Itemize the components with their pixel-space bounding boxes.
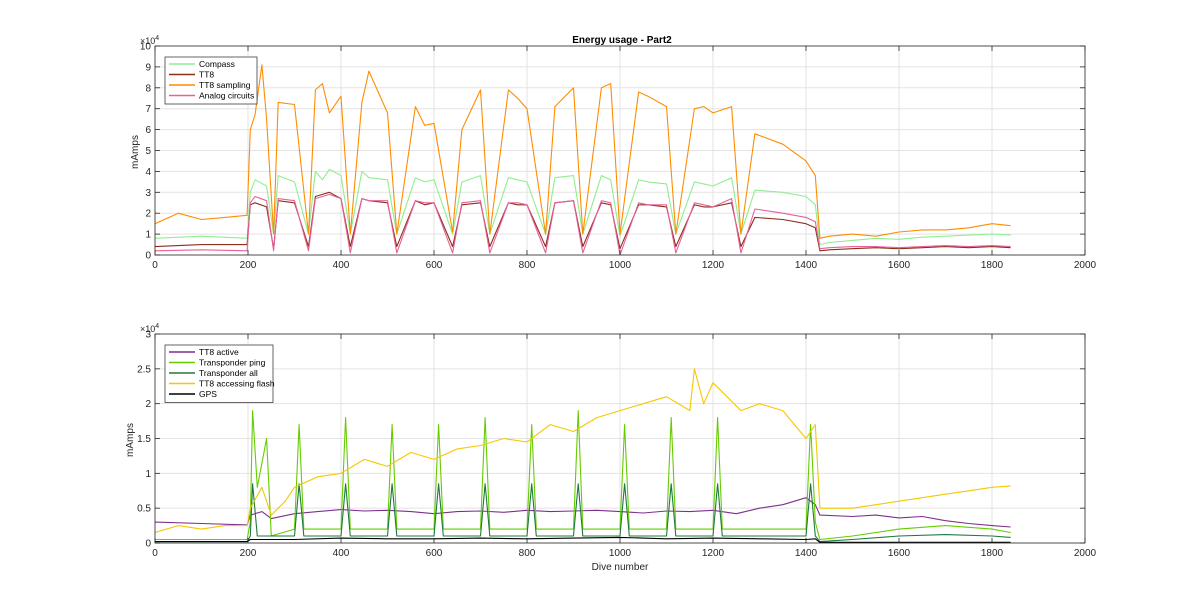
top-x-tick-label: 400 [333, 260, 350, 271]
axes-top-exponent: ×104 [140, 35, 159, 46]
bottom-x-tick-label: 1800 [981, 548, 1004, 559]
bottom-x-tick-label: 800 [519, 548, 536, 559]
bottom-y-tick-label: 3 [145, 330, 151, 341]
top-x-tick-label: 2000 [1074, 260, 1097, 271]
bottom-x-tick-label: 0 [152, 548, 158, 559]
axes-bottom-ylabel: mAmps [125, 423, 136, 457]
bottom-y-tick-label: 2 [145, 399, 151, 410]
bottom-x-tick-label: 1400 [795, 548, 818, 559]
bottom-x-tick-label: 200 [240, 548, 257, 559]
top-y-tick-label: 5 [145, 146, 151, 157]
top-y-tick-label: 2 [145, 209, 151, 220]
top-legend-label: Analog circuits [199, 91, 254, 101]
top-legend-label: Compass [199, 59, 235, 69]
bottom-y-tick-label: 0.5 [137, 504, 151, 515]
top-legend-label: TT8 sampling [199, 80, 251, 90]
bottom-x-tick-label: 1000 [609, 548, 632, 559]
axes-top: Energy usage - Part2 ×104 mAmps 0 200 400 6… [130, 35, 1097, 271]
top-y-tick-label: 0 [145, 251, 151, 262]
bottom-y-tick-label: 0 [145, 539, 151, 550]
bottom-legend-label: Transponder all [199, 368, 258, 378]
top-x-tick-label: 1200 [702, 260, 725, 271]
axes-top-ylabel: mAmps [130, 135, 141, 169]
top-y-tick-label: 8 [145, 83, 151, 94]
axes-bottom-xlabel: Dive number [592, 562, 649, 573]
bottom-y-tick-label: 1.5 [137, 434, 151, 445]
bottom-x-tick-label: 2000 [1074, 548, 1097, 559]
axes-bottom-exponent: ×104 [140, 323, 159, 334]
top-y-tick-label: 10 [140, 42, 152, 53]
bottom-legend-label: TT8 accessing flash [199, 379, 275, 389]
bottom-legend-label: GPS [199, 389, 217, 399]
top-y-tick-label: 1 [145, 230, 151, 241]
top-y-tick-label: 4 [145, 167, 151, 178]
top-x-tick-label: 600 [426, 260, 443, 271]
bottom-legend-label: Transponder ping [199, 358, 266, 368]
top-y-tick-label: 3 [145, 188, 151, 199]
top-x-tick-label: 1800 [981, 260, 1004, 271]
bottom-series-tt8-accessing-flash [155, 368, 1011, 534]
top-series-tt8-sampling [155, 64, 1011, 239]
top-x-tick-label: 1000 [609, 260, 632, 271]
bottom-series-transponder-all [155, 483, 1011, 543]
bottom-series-transponder-ping [155, 410, 1011, 541]
top-y-tick-label: 7 [145, 104, 151, 115]
top-x-tick-label: 0 [152, 260, 158, 271]
bottom-legend-label: TT8 active [199, 347, 239, 357]
top-x-tick-label: 200 [240, 260, 257, 271]
top-x-tick-label: 1600 [888, 260, 911, 271]
top-x-tick-label: 1400 [795, 260, 818, 271]
bottom-series-gps [155, 536, 1011, 543]
top-y-tick-label: 9 [145, 62, 151, 73]
bottom-x-tick-label: 400 [333, 548, 350, 559]
bottom-y-tick-label: 2.5 [137, 364, 151, 375]
bottom-y-tick-label: 1 [145, 469, 151, 480]
top-series-analog-circuits [155, 193, 1011, 255]
bottom-x-tick-label: 1600 [888, 548, 911, 559]
top-x-tick-label: 800 [519, 260, 536, 271]
bottom-legend-box [164, 344, 274, 403]
bottom-x-tick-label: 600 [426, 548, 443, 559]
axes-bottom: ×104 mAmps Dive number 0 200 400 600 800 1000… [125, 323, 1097, 573]
bottom-x-tick-label: 1200 [702, 548, 725, 559]
top-legend-label: TT8 [199, 70, 214, 80]
axes-top-title: Energy usage - Part2 [572, 35, 672, 46]
top-y-tick-label: 6 [145, 125, 151, 136]
